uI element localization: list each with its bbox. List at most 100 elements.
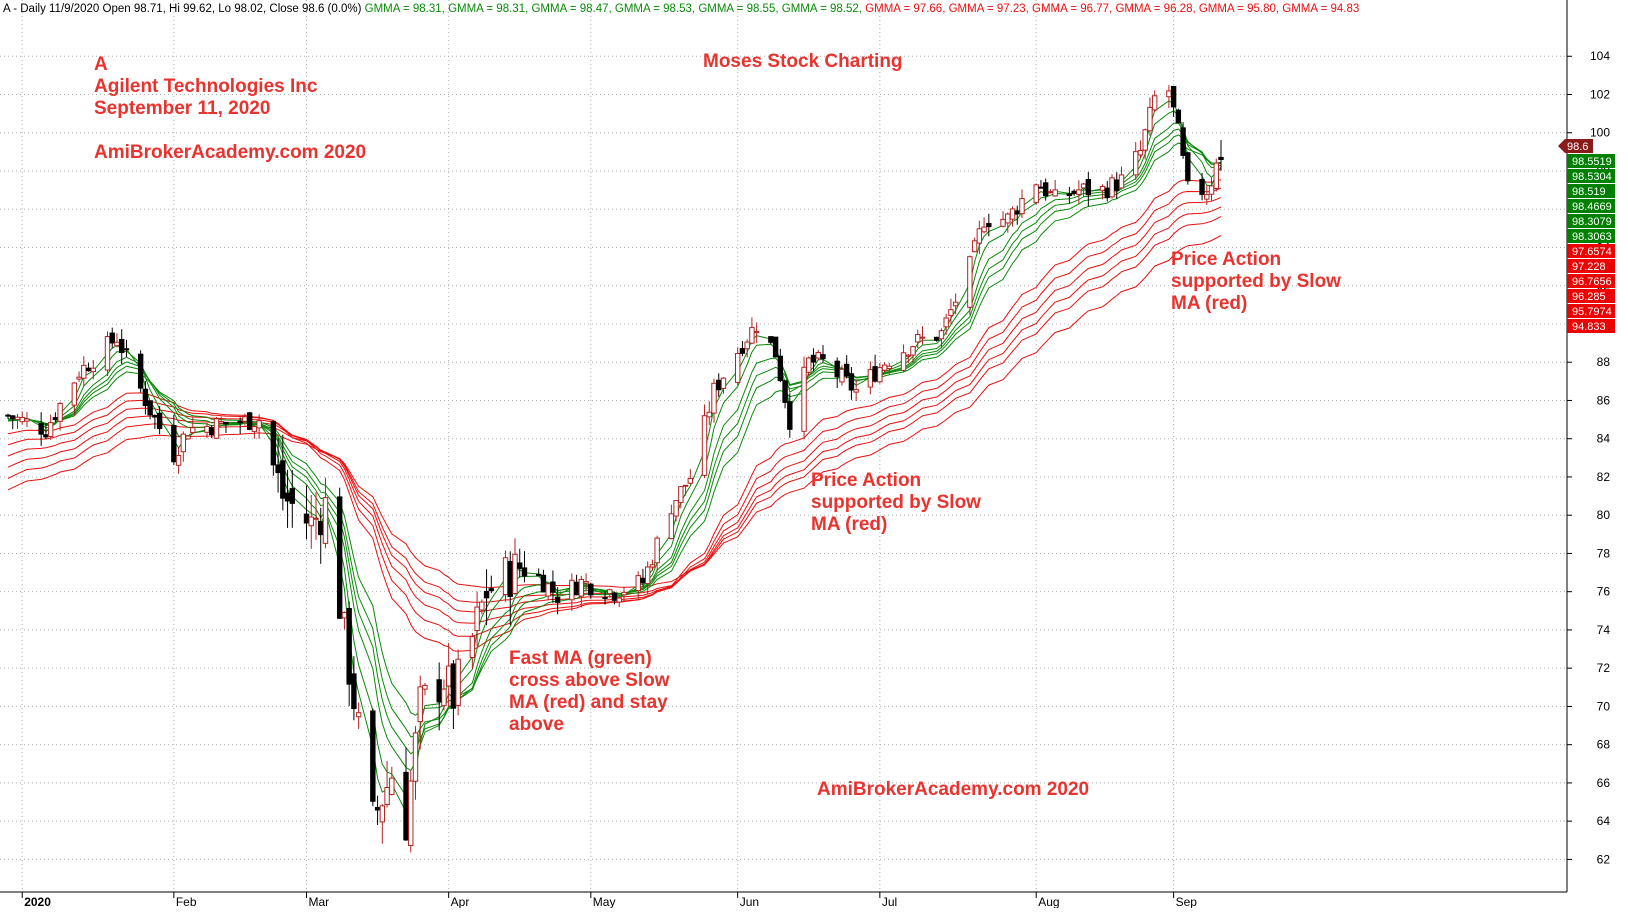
candle-body	[517, 562, 523, 569]
candle-body	[488, 588, 495, 592]
candle-body	[554, 596, 561, 603]
candle-body	[341, 611, 348, 619]
candle-body	[104, 336, 111, 371]
annotation-line: Price Action	[1171, 249, 1281, 270]
candle-body	[284, 492, 291, 502]
y-tick-label: 70	[1597, 699, 1611, 713]
candle-body	[682, 484, 689, 487]
header-segment: GMMA = 98.53,	[615, 3, 698, 15]
candle-body	[1170, 85, 1177, 108]
candle-body	[5, 414, 11, 417]
candle-body	[57, 403, 63, 422]
y-tick-label: 102	[1590, 87, 1610, 101]
candle-body	[583, 581, 589, 584]
candle-body	[569, 579, 575, 601]
candle-body	[436, 679, 442, 703]
candle-body	[1175, 109, 1182, 124]
y-tick-label: 66	[1597, 776, 1611, 790]
candle-body	[1208, 185, 1215, 195]
annotation-line: supported by Slow	[1171, 271, 1341, 292]
candle-body	[678, 486, 684, 503]
candle-body	[810, 354, 817, 363]
candle-body	[550, 581, 556, 593]
candle-body	[85, 367, 92, 372]
candle-body	[952, 301, 959, 307]
candle-body	[483, 590, 490, 599]
candle-body	[673, 500, 679, 517]
candle-body	[1047, 191, 1054, 194]
y-tick-label: 72	[1597, 661, 1611, 675]
candle-body	[535, 573, 542, 576]
candle-body	[346, 607, 352, 685]
candle-body	[209, 427, 215, 436]
candle-body	[588, 583, 594, 596]
candle-body	[1213, 162, 1219, 190]
candle-body	[52, 417, 59, 421]
candle-body	[834, 360, 840, 378]
candle-body	[1118, 174, 1125, 189]
annotation-site-bottom: AmiBrokerAcademy.com 2020	[817, 779, 1089, 800]
candle-body	[1204, 194, 1210, 200]
annotation-line: Fast MA (green)	[509, 648, 652, 669]
fast-ma-tag-bg	[1567, 214, 1615, 228]
candle-body	[171, 424, 177, 463]
candle-body	[251, 426, 258, 432]
grid	[0, 0, 1567, 892]
candle-body	[843, 363, 850, 377]
candle-body	[275, 464, 281, 474]
candle-body	[445, 665, 452, 687]
candle-body	[744, 341, 750, 350]
candle-body	[455, 658, 461, 706]
candle-body	[351, 673, 357, 710]
candle-body	[1166, 90, 1172, 98]
y-tick-label: 86	[1597, 393, 1611, 407]
candle-body	[322, 497, 329, 544]
candle-body	[280, 460, 286, 499]
candle-body	[19, 417, 25, 423]
slow-ma-tag-bg	[1567, 319, 1615, 333]
y-tick-label: 68	[1597, 738, 1611, 752]
slow-ma-tag-bg	[1567, 289, 1615, 303]
candle-body	[14, 416, 21, 421]
y-tick-label: 64	[1597, 814, 1611, 828]
candle-body	[981, 226, 987, 233]
annotation-line: MA (red) and stay	[509, 692, 668, 713]
slow-ma-tag: 94.833	[1572, 321, 1606, 333]
candle-body	[971, 240, 978, 253]
candle-body	[853, 389, 859, 393]
candle-body	[218, 421, 224, 424]
candle-body	[190, 427, 196, 434]
candle-body	[76, 376, 82, 380]
candle-body	[450, 663, 457, 709]
candle-body	[900, 352, 907, 371]
y-tick-label: 80	[1597, 508, 1611, 522]
header-segment: A - Daily 11/9/2020 Open 98.71, Hi 99.62…	[3, 3, 365, 15]
candle-body	[1066, 193, 1073, 197]
annotation-support-right: Price Action supported by Slow MA (red)	[1171, 249, 1341, 314]
candle-body	[1033, 184, 1039, 203]
slow-ma-tag: 97.6574	[1572, 246, 1612, 258]
candle-body	[607, 589, 613, 595]
candle-body	[412, 732, 419, 782]
candle-body	[318, 521, 324, 536]
candle-body	[573, 581, 580, 596]
last-price-tag: 98.6	[1567, 141, 1588, 153]
slow-ma-line	[7, 234, 1222, 589]
candle-body	[223, 421, 229, 425]
candle-body	[919, 336, 926, 339]
candle-body	[175, 455, 182, 466]
candle-body	[512, 553, 518, 595]
candle-body	[1137, 149, 1144, 156]
candle-body	[479, 601, 485, 611]
candle-body	[237, 420, 243, 424]
candle-body	[782, 380, 788, 403]
candle-body	[213, 418, 220, 439]
candle-body	[242, 416, 248, 422]
candle-body	[1133, 151, 1139, 176]
x-tick-label: Sep	[1176, 895, 1198, 908]
annotation-company: Agilent Technologies Inc	[94, 76, 318, 97]
candle-body	[1218, 156, 1224, 161]
candle-body	[649, 564, 656, 568]
header-segment: GMMA = 96.77,	[1032, 3, 1115, 15]
